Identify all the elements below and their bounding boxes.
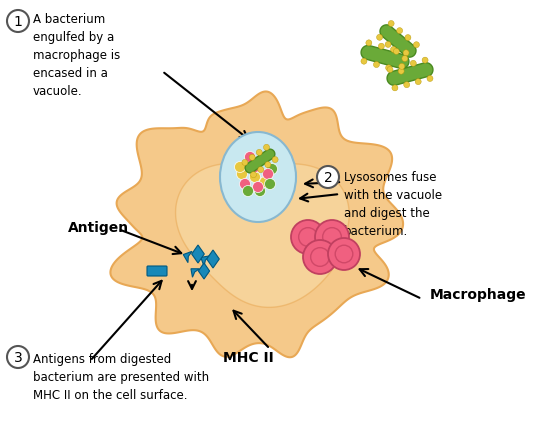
Polygon shape xyxy=(387,64,433,86)
Circle shape xyxy=(7,11,29,33)
Circle shape xyxy=(303,240,337,274)
Circle shape xyxy=(255,186,266,197)
Polygon shape xyxy=(207,251,219,268)
Polygon shape xyxy=(191,269,199,278)
Circle shape xyxy=(237,169,248,180)
Circle shape xyxy=(390,47,396,53)
Circle shape xyxy=(377,35,383,41)
Circle shape xyxy=(250,172,256,178)
Circle shape xyxy=(264,179,275,190)
Ellipse shape xyxy=(220,133,296,223)
Circle shape xyxy=(427,76,433,82)
Circle shape xyxy=(392,86,398,92)
Circle shape xyxy=(422,58,428,64)
Text: Macrophage: Macrophage xyxy=(430,287,527,301)
Circle shape xyxy=(239,179,250,190)
Polygon shape xyxy=(245,150,275,173)
Circle shape xyxy=(243,159,254,170)
Circle shape xyxy=(291,220,325,254)
Circle shape xyxy=(249,172,261,183)
Text: Antigens from digested
bacterium are presented with
MHC II on the cell surface.: Antigens from digested bacterium are pre… xyxy=(33,352,209,401)
Circle shape xyxy=(403,51,409,57)
Polygon shape xyxy=(380,26,416,58)
Circle shape xyxy=(415,79,421,85)
Circle shape xyxy=(235,162,245,173)
Circle shape xyxy=(328,238,360,270)
Text: A bacterium
engulfed by a
macrophage is
encased in a
vacuole.: A bacterium engulfed by a macrophage is … xyxy=(33,13,120,98)
Polygon shape xyxy=(192,245,204,263)
Circle shape xyxy=(413,42,419,49)
Text: 1: 1 xyxy=(14,15,22,29)
Circle shape xyxy=(7,346,29,368)
Circle shape xyxy=(393,49,399,55)
Circle shape xyxy=(361,59,367,65)
Circle shape xyxy=(402,57,408,62)
Circle shape xyxy=(252,182,263,193)
Circle shape xyxy=(258,167,264,173)
Circle shape xyxy=(262,169,274,180)
Circle shape xyxy=(263,145,269,151)
Circle shape xyxy=(404,82,410,88)
Circle shape xyxy=(256,150,262,156)
Circle shape xyxy=(260,177,270,188)
Circle shape xyxy=(317,166,339,189)
Circle shape xyxy=(249,155,255,161)
Text: MHC II: MHC II xyxy=(223,350,273,364)
Circle shape xyxy=(387,67,393,73)
Text: 3: 3 xyxy=(14,350,22,364)
Circle shape xyxy=(315,220,349,254)
Circle shape xyxy=(399,64,405,70)
Circle shape xyxy=(396,28,403,35)
Circle shape xyxy=(374,62,380,68)
Circle shape xyxy=(244,152,256,163)
Circle shape xyxy=(398,69,404,75)
Circle shape xyxy=(378,44,384,50)
Circle shape xyxy=(405,35,411,42)
Text: 2: 2 xyxy=(324,171,332,184)
Polygon shape xyxy=(361,46,409,69)
FancyBboxPatch shape xyxy=(147,266,167,276)
Polygon shape xyxy=(175,164,349,307)
Circle shape xyxy=(256,154,268,165)
Circle shape xyxy=(388,21,394,28)
Circle shape xyxy=(242,160,248,166)
Circle shape xyxy=(265,162,271,168)
Circle shape xyxy=(386,66,392,72)
Circle shape xyxy=(411,61,416,67)
Circle shape xyxy=(243,186,254,197)
Polygon shape xyxy=(201,256,210,267)
Polygon shape xyxy=(198,263,210,279)
Circle shape xyxy=(366,41,372,47)
Circle shape xyxy=(267,164,277,175)
Text: Lysosomes fuse
with the vacuole
and digest the
bacterium.: Lysosomes fuse with the vacuole and dige… xyxy=(344,171,442,237)
Circle shape xyxy=(249,162,261,173)
Circle shape xyxy=(385,42,391,48)
Text: Antigen: Antigen xyxy=(68,220,129,234)
Circle shape xyxy=(272,157,278,163)
Polygon shape xyxy=(110,92,403,357)
Polygon shape xyxy=(183,252,192,263)
